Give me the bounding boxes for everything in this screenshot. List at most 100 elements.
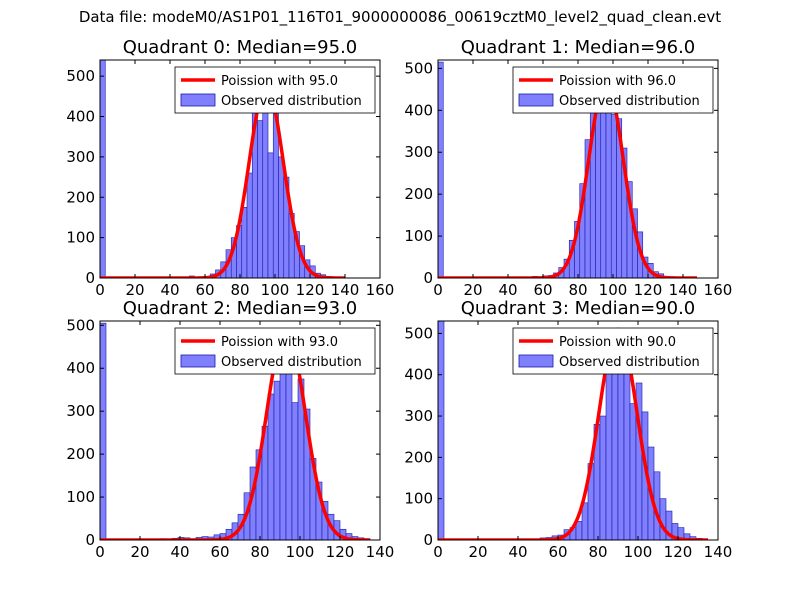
histogram-bar (659, 498, 667, 540)
plot-area (100, 60, 346, 278)
panel-2: Quadrant 2: Median=93.0 0 20 40 60 80 100 120 14… (66, 298, 394, 561)
y-tick-label: 0 (85, 531, 95, 549)
poisson-curve (438, 327, 709, 540)
panel-title: Quadrant 1: Median=96.0 (461, 37, 696, 58)
legend: Poission with 93.0 Observed distribution (174, 327, 376, 375)
histogram-bar (273, 380, 281, 540)
y-tick-label: 200 (404, 185, 433, 203)
panel-0: Quadrant 0: Median=95.0 0 20 40 60 80 100 120 14… (66, 37, 394, 299)
x-tick-label: 160 (366, 281, 395, 299)
figure-title: Data file: modeM0/AS1P01_116T01_90000000… (78, 8, 722, 26)
panel-title: Quadrant 2: Median=93.0 (123, 298, 358, 319)
x-tick-label: 120 (296, 281, 325, 299)
legend-label-observed: Observed distribution (221, 94, 362, 109)
y-tick-label: 300 (66, 402, 95, 420)
panel-title: Quadrant 3: Median=90.0 (461, 298, 696, 319)
y-tick-label: 400 (404, 366, 433, 384)
axes-frame (99, 320, 381, 541)
histogram-bar (257, 120, 264, 278)
histogram-bar (629, 403, 637, 540)
poisson-curve (438, 79, 698, 278)
x-tick-label: 160 (704, 281, 733, 299)
histogram-bar (438, 321, 445, 540)
legend-bar-swatch (518, 93, 554, 107)
x-tick-label: 100 (624, 543, 653, 561)
panel-3: Quadrant 3: Median=90.0 0 20 40 60 80 100 120 14… (404, 298, 732, 561)
panel-title: Quadrant 0: Median=95.0 (123, 37, 358, 58)
x-tick-label: 100 (261, 281, 290, 299)
histogram-bar (599, 415, 607, 540)
x-tick-label: 60 (533, 281, 552, 299)
panel-1: Quadrant 1: Median=96.0 0 20 40 60 80 100 120 14… (404, 37, 732, 299)
x-tick-label: 20 (130, 543, 149, 561)
x-tick-label: 80 (588, 543, 607, 561)
y-tick-label: 0 (423, 531, 433, 549)
x-tick-label: 40 (498, 281, 517, 299)
histogram-bar (595, 93, 602, 278)
histogram-bar (279, 355, 287, 540)
y-tick-label: 500 (404, 59, 433, 77)
legend-label-observed: Observed distribution (559, 94, 700, 109)
y-tick-label: 500 (66, 67, 95, 85)
histogram-bar (581, 502, 589, 540)
histogram-bar (100, 322, 107, 540)
histogram-bar (610, 114, 617, 278)
histogram-bar (100, 60, 106, 278)
x-tick-label: 140 (366, 543, 395, 561)
y-tick-label: 200 (404, 448, 433, 466)
x-tick-label: 60 (210, 543, 229, 561)
x-tick-label: 120 (326, 543, 355, 561)
x-tick-label: 40 (170, 543, 189, 561)
legend-label-poisson: Poission with 95.0 (221, 74, 338, 89)
x-tick-label: 0 (433, 543, 443, 561)
y-tick-label: 400 (66, 108, 95, 126)
y-tick-label: 200 (66, 445, 95, 463)
y-tick-label: 100 (66, 229, 95, 247)
x-tick-label: 40 (160, 281, 179, 299)
x-tick-label: 80 (230, 281, 249, 299)
x-tick-label: 0 (95, 543, 105, 561)
y-tick-label: 500 (66, 316, 95, 334)
x-tick-label: 60 (548, 543, 567, 561)
x-tick-label: 60 (195, 281, 214, 299)
x-tick-label: 0 (433, 281, 443, 299)
histogram-bar (623, 345, 631, 540)
y-tick-label: 0 (423, 269, 433, 287)
x-tick-label: 120 (664, 543, 693, 561)
y-tick-label: 400 (66, 359, 95, 377)
x-tick-label: 140 (669, 281, 698, 299)
x-tick-label: 100 (599, 281, 628, 299)
poisson-curve (100, 84, 346, 278)
x-tick-label: 40 (508, 543, 527, 561)
legend-label-poisson: Poission with 96.0 (559, 74, 676, 89)
y-tick-label: 300 (404, 143, 433, 161)
y-tick-label: 300 (66, 148, 95, 166)
x-tick-label: 20 (468, 543, 487, 561)
legend-bar-swatch (180, 93, 216, 107)
histogram-bar (278, 156, 285, 278)
axes-frame (437, 320, 719, 541)
x-tick-label: 0 (95, 281, 105, 299)
histogram-bar (605, 366, 613, 540)
x-tick-label: 20 (125, 281, 144, 299)
x-tick-label: 100 (286, 543, 315, 561)
x-tick-label: 120 (634, 281, 663, 299)
y-tick-label: 400 (404, 101, 433, 119)
y-tick-label: 100 (404, 490, 433, 508)
x-tick-label: 140 (704, 543, 733, 561)
y-tick-label: 200 (66, 188, 95, 206)
legend: Poission with 96.0 Observed distribution (512, 66, 714, 114)
legend-label-poisson: Poission with 90.0 (559, 335, 676, 350)
histogram-bar (246, 172, 253, 278)
histogram-bar (438, 61, 444, 278)
histogram-bar (267, 393, 275, 540)
x-tick-label: 140 (331, 281, 360, 299)
legend: Poission with 90.0 Observed distribution (512, 327, 714, 375)
legend-label-observed: Observed distribution (559, 355, 700, 370)
y-tick-label: 300 (404, 407, 433, 425)
legend-bar-swatch (518, 354, 554, 368)
histogram-bar (575, 521, 583, 540)
y-tick-label: 100 (66, 488, 95, 506)
